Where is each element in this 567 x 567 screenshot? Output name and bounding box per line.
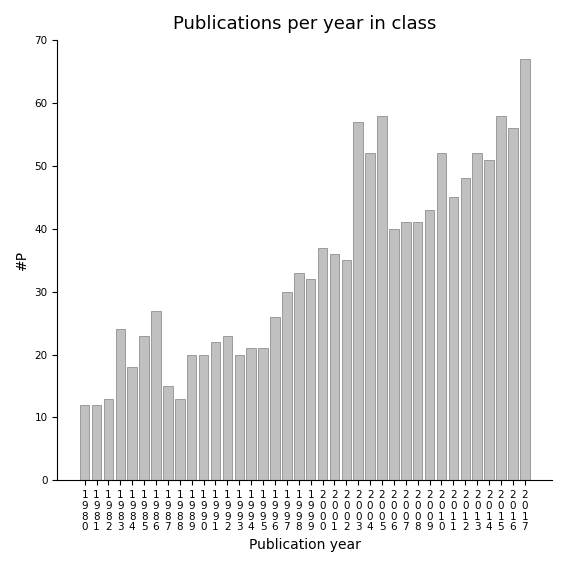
- Bar: [496, 116, 506, 480]
- Bar: [377, 116, 387, 480]
- Bar: [175, 399, 185, 480]
- X-axis label: Publication year: Publication year: [249, 538, 361, 552]
- Bar: [365, 153, 375, 480]
- Bar: [235, 354, 244, 480]
- Bar: [389, 229, 399, 480]
- Bar: [139, 336, 149, 480]
- Bar: [223, 336, 232, 480]
- Bar: [520, 59, 530, 480]
- Bar: [341, 260, 351, 480]
- Bar: [151, 311, 161, 480]
- Bar: [448, 197, 458, 480]
- Bar: [116, 329, 125, 480]
- Bar: [282, 291, 291, 480]
- Bar: [128, 367, 137, 480]
- Bar: [80, 405, 90, 480]
- Bar: [104, 399, 113, 480]
- Bar: [187, 354, 196, 480]
- Bar: [306, 279, 315, 480]
- Bar: [460, 179, 470, 480]
- Bar: [259, 348, 268, 480]
- Title: Publications per year in class: Publications per year in class: [173, 15, 437, 33]
- Bar: [199, 354, 208, 480]
- Bar: [329, 254, 339, 480]
- Bar: [484, 159, 494, 480]
- Bar: [425, 210, 434, 480]
- Bar: [163, 386, 173, 480]
- Bar: [211, 342, 220, 480]
- Bar: [92, 405, 101, 480]
- Bar: [318, 248, 327, 480]
- Bar: [472, 153, 482, 480]
- Bar: [294, 273, 303, 480]
- Bar: [270, 317, 280, 480]
- Bar: [437, 153, 446, 480]
- Y-axis label: #P: #P: [15, 250, 29, 270]
- Bar: [508, 128, 518, 480]
- Bar: [413, 222, 422, 480]
- Bar: [247, 348, 256, 480]
- Bar: [401, 222, 411, 480]
- Bar: [353, 122, 363, 480]
